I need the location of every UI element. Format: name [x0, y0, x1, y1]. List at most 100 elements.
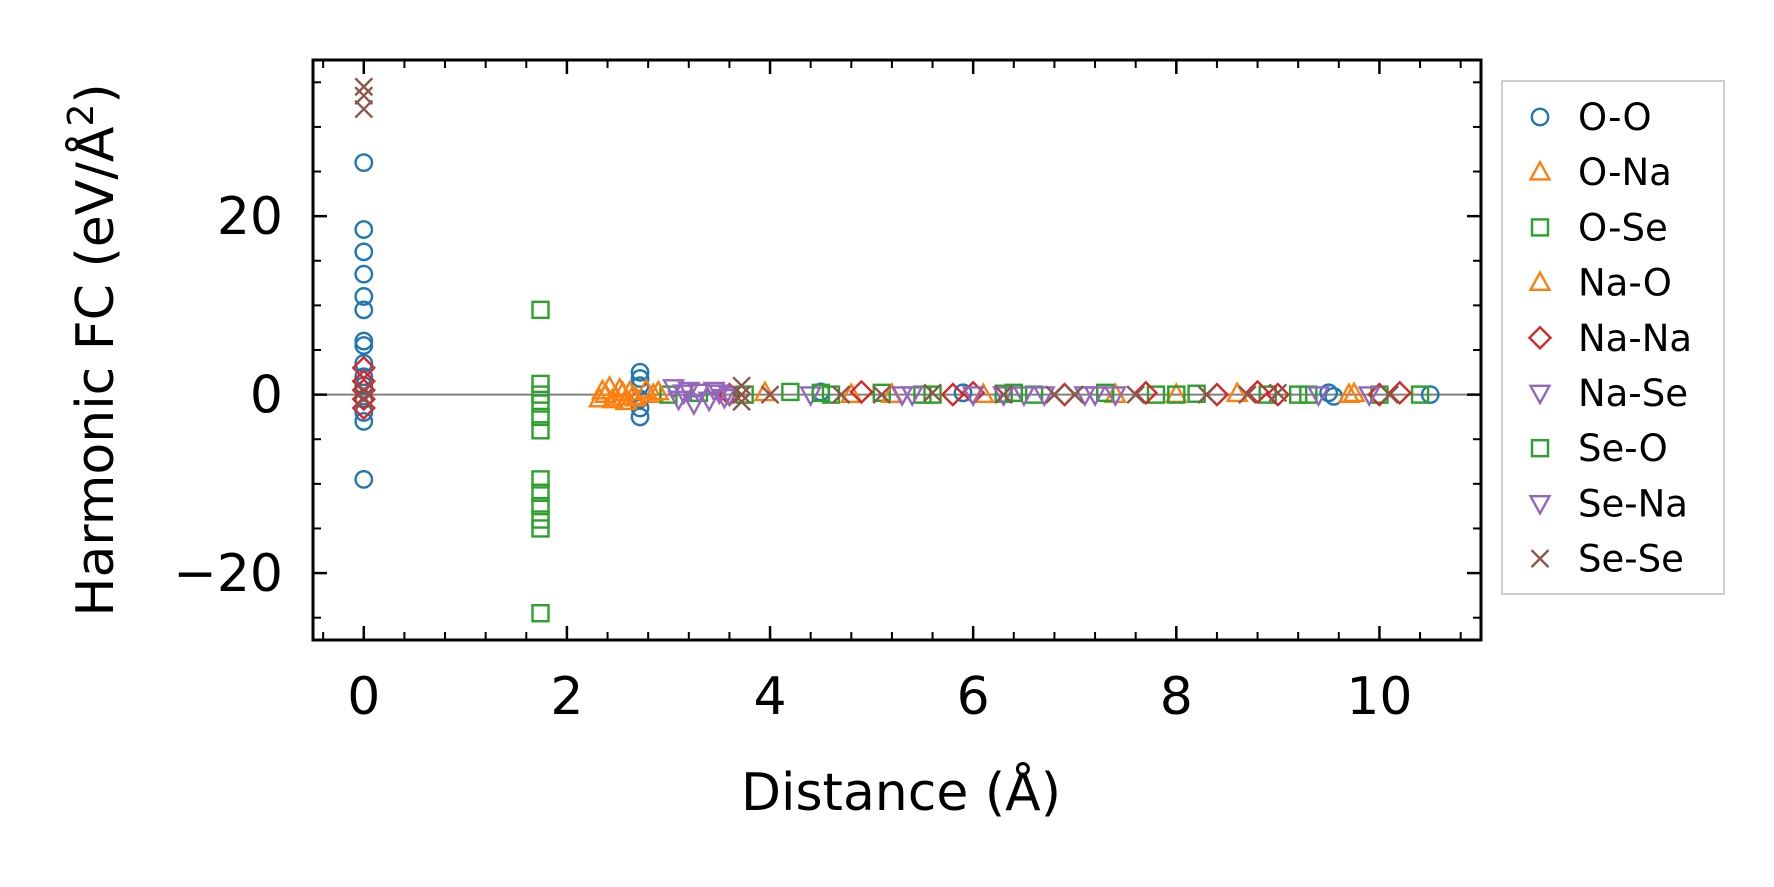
legend-entry: O-Se	[1530, 206, 1668, 249]
legend-label: Se-Na	[1578, 482, 1688, 525]
data-point	[1265, 382, 1291, 407]
series-Na-Na	[351, 355, 1412, 421]
x-tick-label: 0	[347, 667, 380, 727]
axes	[311, 58, 1483, 642]
data-point	[601, 387, 625, 409]
data-point	[1146, 385, 1166, 404]
x-tick-label: 8	[1160, 667, 1193, 727]
data-point	[839, 382, 863, 404]
data-point	[732, 385, 751, 404]
data-point	[831, 385, 851, 404]
y-axis-label-main: Harmonic FC (eV/Å	[64, 126, 126, 617]
series-Na-O	[590, 378, 1366, 409]
data-point	[900, 386, 924, 408]
series-O-O	[354, 153, 1440, 489]
data-point	[531, 300, 550, 320]
legend-label: Na-Na	[1578, 317, 1692, 360]
data-point	[781, 382, 800, 402]
data-point	[354, 411, 374, 431]
data-point	[1342, 381, 1366, 403]
data-point	[1225, 381, 1249, 403]
data-point	[630, 369, 650, 388]
data-point	[590, 378, 614, 400]
data-point	[354, 300, 374, 320]
data-point	[354, 336, 374, 355]
data-point	[811, 383, 831, 403]
data-point	[1096, 383, 1115, 403]
legend-marker	[1528, 159, 1552, 181]
legend-label: Na-Se	[1578, 372, 1688, 415]
data-point	[354, 86, 374, 106]
data-point	[641, 382, 665, 404]
data-point	[1319, 383, 1339, 403]
legend-entry: Na-O	[1528, 262, 1672, 305]
tick-marks	[313, 60, 1481, 640]
data-point	[531, 421, 550, 440]
data-point	[672, 384, 696, 406]
y-tick-label: 0	[250, 366, 283, 426]
legend-marker	[1530, 439, 1550, 458]
data-point	[940, 382, 966, 407]
legend-entry: O-Na	[1528, 151, 1672, 194]
axis-labels: Distance (Å) Harmonic FC (eV/Å2)	[61, 83, 1061, 823]
data-point	[1103, 386, 1127, 408]
series-Se-O	[735, 383, 1308, 404]
data-point	[1288, 385, 1308, 404]
data-point	[1045, 385, 1064, 404]
legend-marker	[1530, 218, 1550, 237]
y-axis-label-close: )	[66, 83, 126, 103]
data-point	[1357, 386, 1381, 408]
data-point	[630, 362, 650, 382]
data-point	[732, 376, 751, 396]
data-point	[682, 395, 706, 417]
legend-label: Se-O	[1578, 427, 1668, 470]
data-point	[354, 220, 374, 239]
series-Se-Na	[672, 381, 1107, 410]
legend-label: Na-O	[1578, 262, 1672, 305]
legend-marker	[1530, 107, 1550, 127]
data-point	[1410, 385, 1430, 404]
legend-marker	[1527, 325, 1553, 350]
legend-label: Se-Se	[1578, 538, 1684, 581]
data-point	[712, 388, 736, 410]
data-point	[992, 386, 1016, 408]
data-point	[872, 385, 892, 404]
data-point	[1167, 385, 1186, 404]
data-point	[717, 386, 741, 408]
data-point	[621, 383, 645, 405]
data-point	[662, 379, 686, 400]
data-point	[702, 381, 726, 403]
x-axis-label: Distance (Å)	[741, 761, 1061, 823]
data-point	[531, 407, 550, 427]
data-point	[354, 389, 374, 409]
data-point	[531, 604, 550, 623]
legend-entry: Na-Se	[1528, 372, 1688, 415]
data-point	[735, 385, 754, 404]
data-point	[1126, 385, 1146, 404]
data-point	[354, 403, 374, 422]
plot-frame	[311, 58, 1483, 642]
y-axis-label-sup: 2	[61, 104, 102, 127]
data-point	[531, 394, 550, 413]
series-Se-Se	[354, 77, 1399, 412]
data-point	[1197, 385, 1217, 404]
data-point	[1083, 386, 1107, 408]
tick-labels: 0 2 4 6 8 10 −20 0 20	[173, 187, 1412, 727]
data-point	[1420, 385, 1440, 405]
data-point	[531, 519, 550, 538]
y-tick-label: 20	[217, 187, 283, 247]
legend-label: O-Na	[1578, 151, 1672, 194]
data-point	[630, 407, 650, 427]
data-point	[354, 287, 374, 306]
legend-marker	[1528, 270, 1552, 291]
x-tick-label: 4	[753, 667, 786, 727]
data-point	[531, 496, 550, 516]
data-point	[821, 385, 841, 404]
data-point	[1032, 386, 1056, 408]
legend-marker	[1528, 495, 1552, 516]
data-point	[354, 367, 374, 387]
data-point	[760, 385, 780, 404]
legend-marker	[1528, 384, 1552, 406]
data-point	[1065, 385, 1085, 404]
